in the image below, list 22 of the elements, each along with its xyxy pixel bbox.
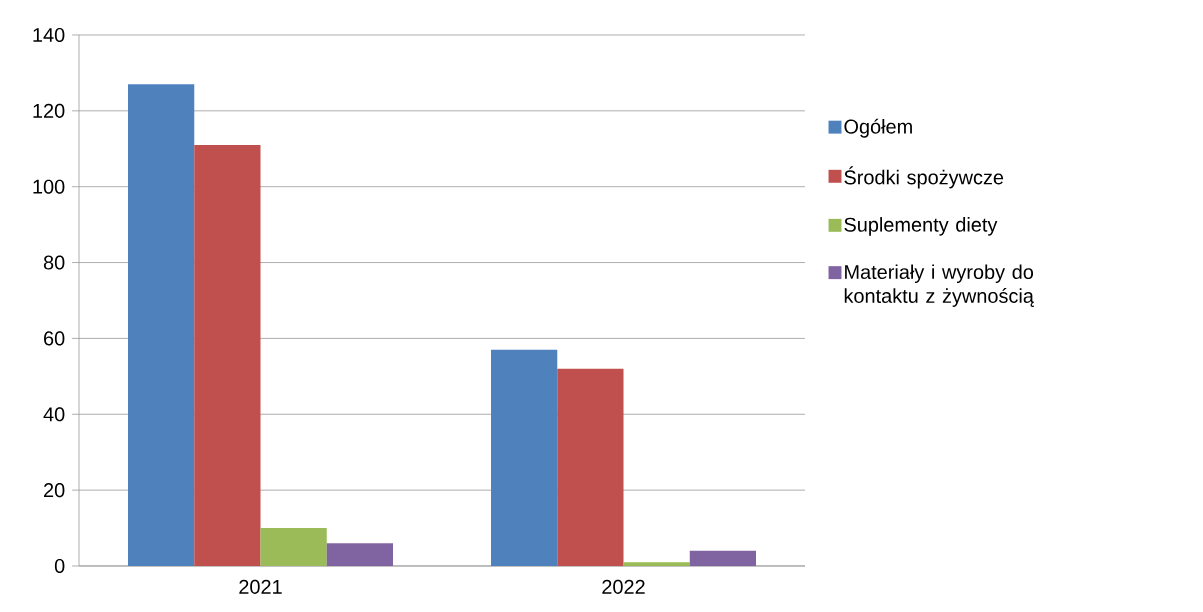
legend-label: Suplementy diety	[844, 217, 998, 236]
y-tick-label: 100	[33, 179, 65, 194]
legend-label: Materiały i wyroby do kontaktu z żywnością	[844, 264, 1034, 307]
bar	[623, 562, 690, 566]
bar	[689, 550, 756, 566]
y-tick-label: 60	[44, 331, 65, 346]
bar	[326, 543, 393, 566]
legend-label: Środki spożywcze	[844, 166, 1004, 189]
bar	[557, 368, 624, 566]
y-tick-label: 40	[43, 407, 65, 422]
bar	[128, 84, 195, 566]
bar	[491, 349, 558, 566]
y-tick-label: 120	[33, 103, 65, 118]
x-tick-label: 2022	[602, 579, 645, 594]
legend-label: Ogółem	[844, 118, 912, 138]
y-tick-label: 0	[54, 558, 65, 574]
y-tick-label: 20	[44, 483, 65, 498]
bar	[260, 528, 327, 566]
y-tick-label: 80	[43, 255, 65, 270]
bar	[194, 144, 261, 566]
x-tick-label: 2021	[239, 579, 282, 594]
y-tick-label: 140	[33, 27, 65, 43]
